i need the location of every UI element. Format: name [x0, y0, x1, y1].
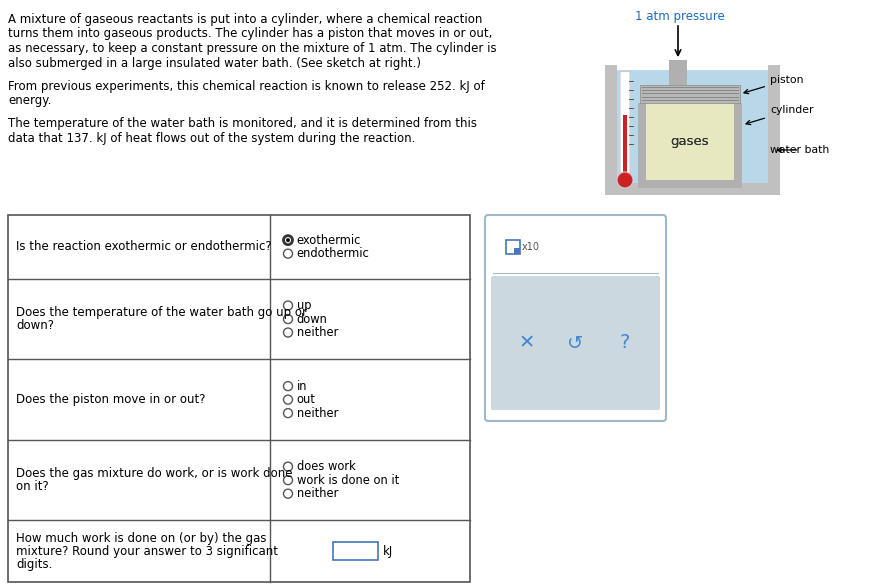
Bar [638, 180, 742, 188]
Text: work is done on it: work is done on it [296, 474, 399, 487]
Text: kJ: kJ [382, 544, 393, 558]
Text: water bath: water bath [770, 145, 829, 155]
Bar [768, 65, 780, 195]
Text: piston: piston [744, 75, 804, 93]
Bar [768, 183, 780, 195]
Text: neither: neither [296, 407, 338, 420]
Text: also submerged in a large insulated water bath. (See sketch at right.): also submerged in a large insulated wate… [8, 56, 421, 69]
Bar [734, 103, 742, 180]
Text: as necessary, to keep a constant pressure on the mixture of 1 atm. The cylinder : as necessary, to keep a constant pressur… [8, 42, 496, 55]
Circle shape [617, 172, 633, 188]
Bar [333, 542, 377, 560]
Text: out: out [296, 393, 315, 406]
Bar [646, 103, 734, 180]
Text: down: down [296, 313, 327, 326]
Text: ?: ? [619, 333, 630, 352]
Text: Does the gas mixture do work, or is work done: Does the gas mixture do work, or is work… [16, 467, 293, 480]
Bar [8, 215, 470, 582]
Bar [514, 248, 520, 254]
Text: 1 atm pressure: 1 atm pressure [635, 10, 725, 23]
Bar [734, 103, 742, 180]
Bar [638, 103, 646, 180]
Bar [605, 65, 617, 195]
Text: energy.: energy. [8, 94, 51, 107]
Bar [640, 85, 740, 103]
Text: exothermic: exothermic [296, 233, 361, 246]
Text: down?: down? [16, 319, 54, 332]
Text: x10: x10 [522, 242, 540, 252]
Bar [638, 103, 646, 180]
Bar [506, 240, 520, 254]
Bar [605, 183, 780, 195]
Text: does work: does work [296, 460, 355, 473]
FancyBboxPatch shape [491, 276, 660, 410]
Bar [640, 85, 740, 103]
Bar [669, 60, 687, 85]
Text: up: up [296, 299, 311, 312]
FancyBboxPatch shape [485, 215, 666, 421]
Text: How much work is done on (or by) the gas: How much work is done on (or by) the gas [16, 532, 267, 544]
Circle shape [286, 238, 290, 242]
Text: ↺: ↺ [567, 333, 584, 352]
Bar [623, 115, 627, 175]
Text: cylinder: cylinder [746, 105, 814, 125]
Text: From previous experiments, this chemical reaction is known to release 252. kJ of: From previous experiments, this chemical… [8, 80, 485, 93]
Bar [617, 70, 768, 183]
Text: gases: gases [671, 135, 709, 148]
Bar [646, 103, 734, 180]
Text: in: in [296, 380, 307, 393]
Text: ✕: ✕ [518, 333, 535, 352]
Text: neither: neither [296, 487, 338, 500]
Text: mixture? Round your answer to 3 significant: mixture? Round your answer to 3 signific… [16, 544, 278, 558]
Text: neither: neither [296, 326, 338, 339]
Text: endothermic: endothermic [296, 247, 369, 260]
Text: digits.: digits. [16, 558, 52, 571]
Text: data that 137. kJ of heat flows out of the system during the reaction.: data that 137. kJ of heat flows out of t… [8, 132, 415, 145]
Text: Does the piston move in or out?: Does the piston move in or out? [16, 393, 206, 406]
FancyBboxPatch shape [620, 72, 630, 176]
Text: Is the reaction exothermic or endothermic?: Is the reaction exothermic or endothermi… [16, 240, 272, 253]
Text: The temperature of the water bath is monitored, and it is determined from this: The temperature of the water bath is mon… [8, 118, 477, 131]
Text: A mixture of gaseous reactants is put into a cylinder, where a chemical reaction: A mixture of gaseous reactants is put in… [8, 13, 483, 26]
Text: Does the temperature of the water bath go up or: Does the temperature of the water bath g… [16, 306, 307, 319]
Text: on it?: on it? [16, 480, 49, 493]
Bar [669, 60, 687, 85]
Text: gases: gases [671, 135, 709, 148]
Bar [605, 183, 617, 195]
Bar [638, 180, 742, 188]
Text: turns them into gaseous products. The cylinder has a piston that moves in or out: turns them into gaseous products. The cy… [8, 28, 492, 41]
